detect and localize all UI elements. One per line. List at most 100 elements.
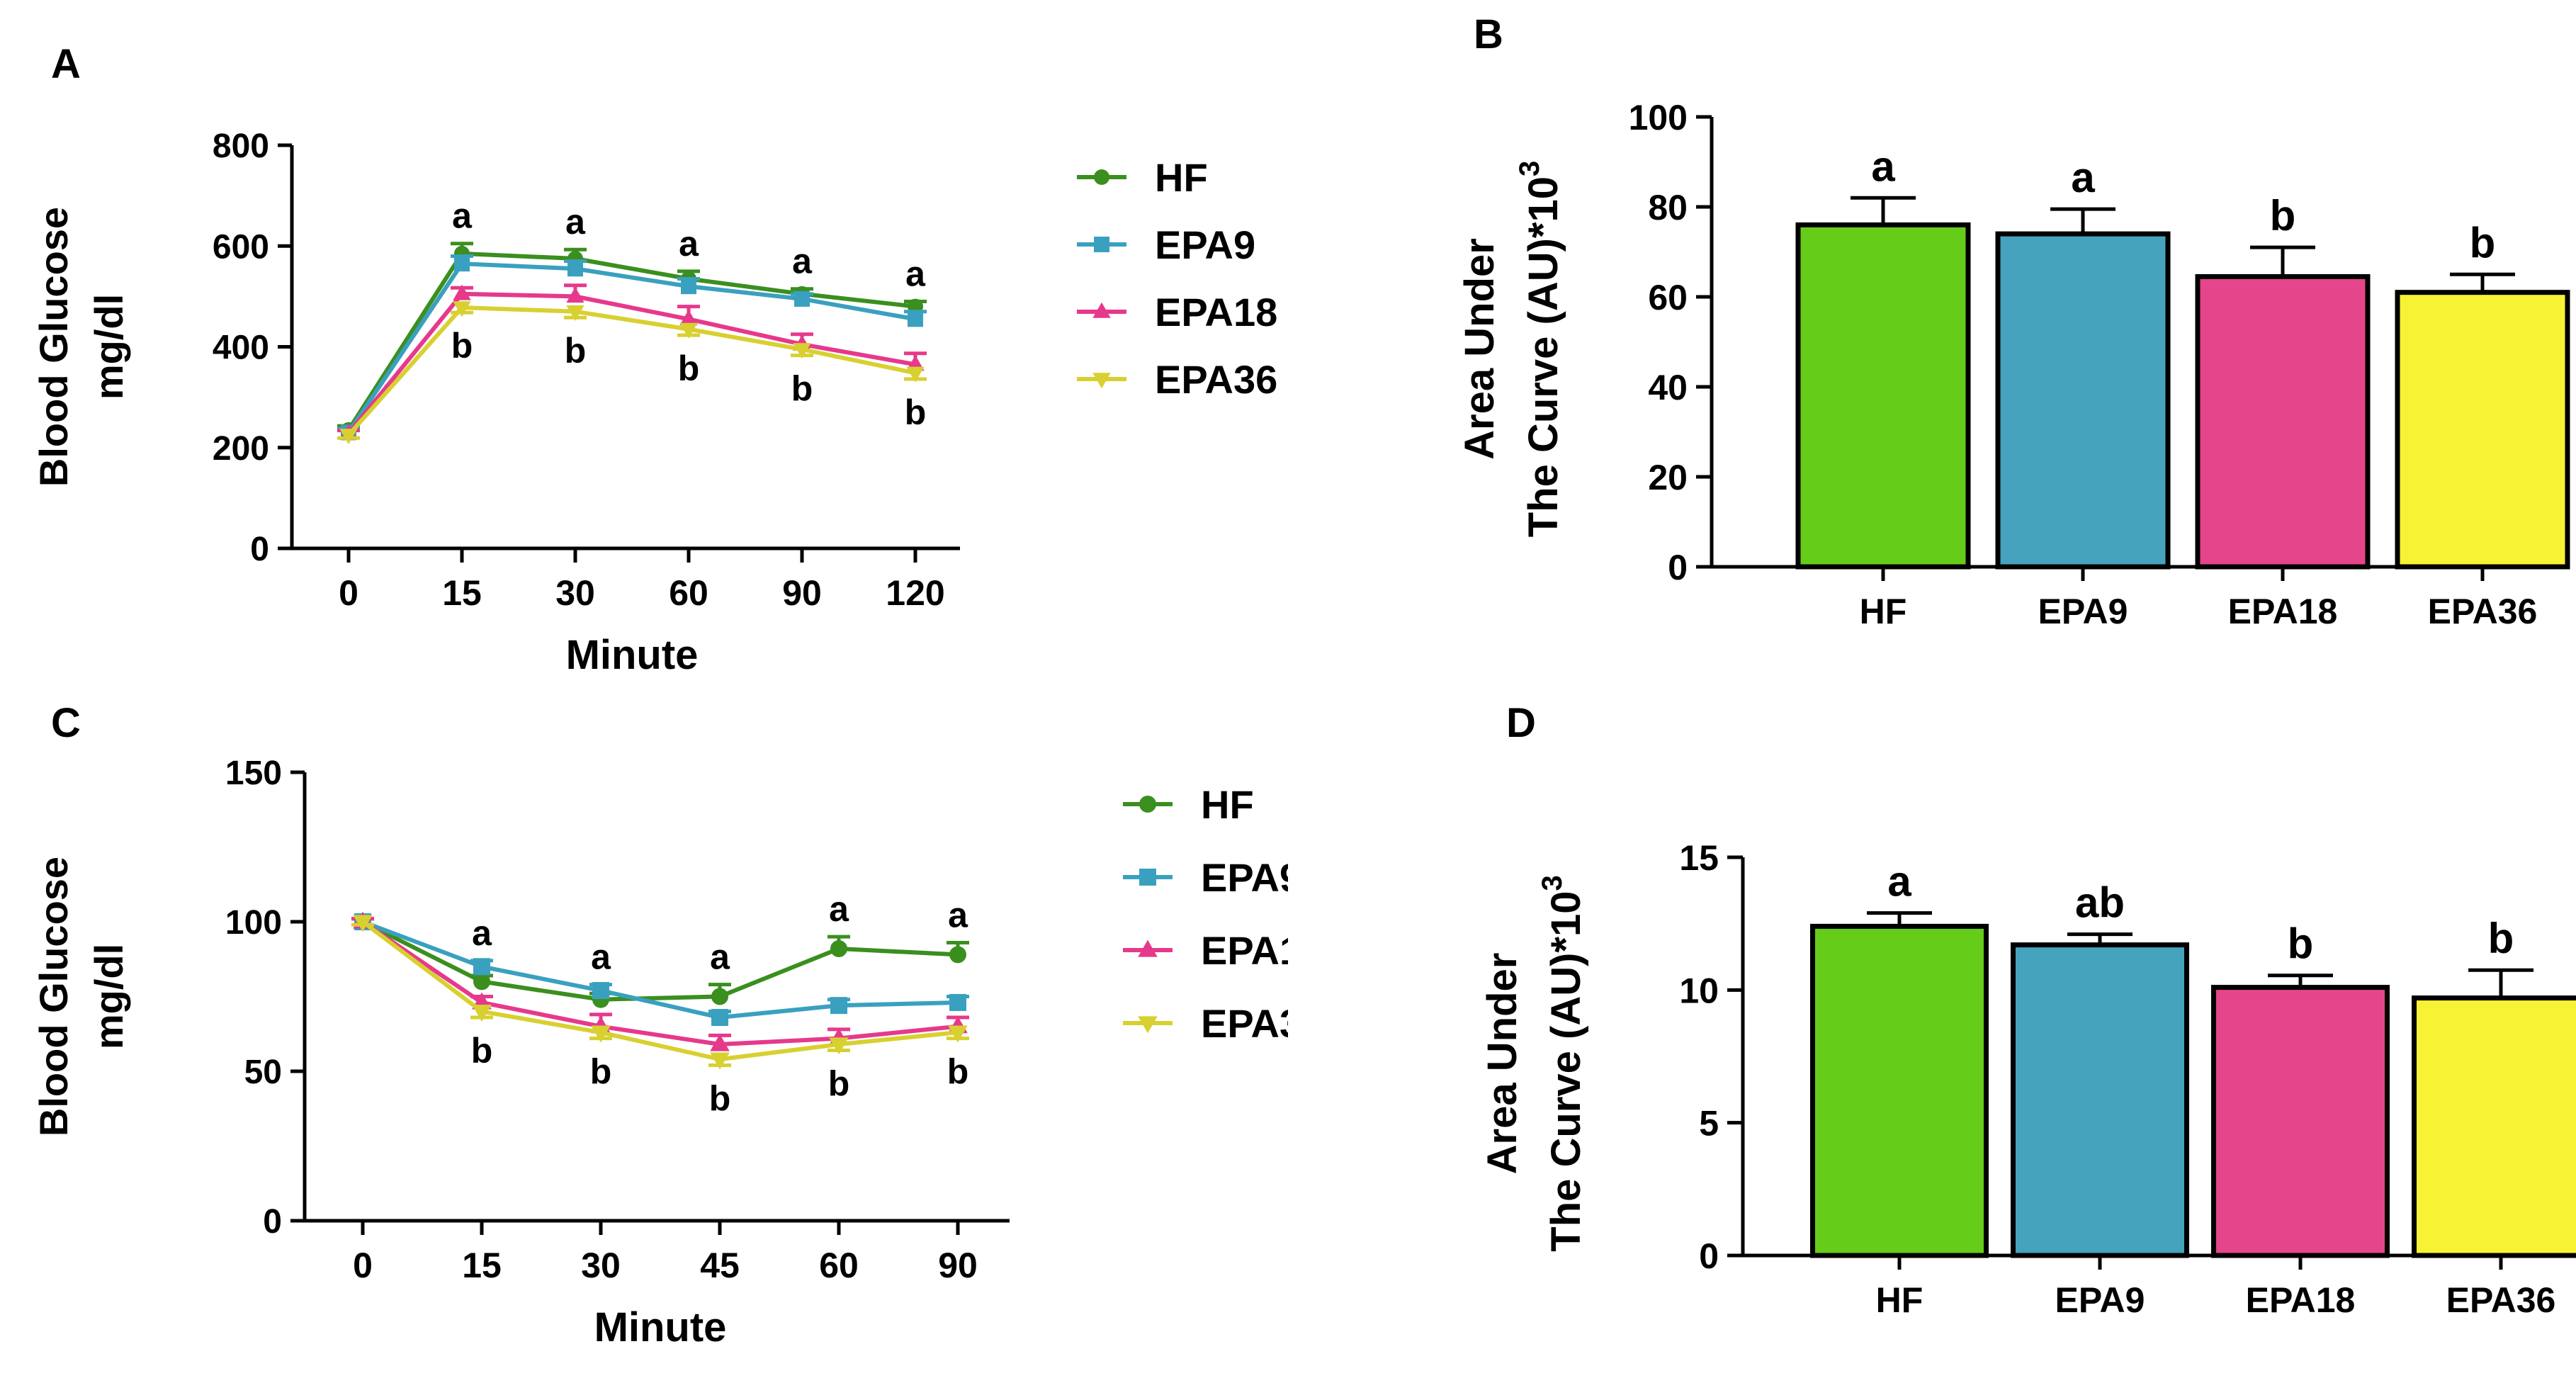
series-line bbox=[361, 920, 959, 1020]
significance-label: a bbox=[829, 889, 849, 929]
y-axis-title-line: The Curve (AU)*10 bbox=[1543, 891, 1589, 1252]
bar-chart: 0 5 10 15 HF a EPA9 ab EPA18 b EPA36 b Area Under The… bbox=[1479, 838, 2576, 1320]
legend-label: HF bbox=[1155, 155, 1208, 200]
data-point bbox=[948, 1025, 968, 1043]
series-line bbox=[361, 920, 959, 1062]
bar bbox=[2412, 995, 2576, 1258]
significance-label: a bbox=[1871, 142, 1895, 190]
x-tick-label: 15 bbox=[462, 1246, 502, 1285]
bar bbox=[2011, 942, 2189, 1258]
significance-label: b bbox=[2488, 915, 2514, 962]
y-tick-label: 5 bbox=[1699, 1104, 1719, 1144]
data-point bbox=[710, 1034, 730, 1051]
panel-letter: C bbox=[51, 700, 81, 746]
y-tick-label: 80 bbox=[1648, 188, 1688, 227]
panel-c: C 0 50 100 150 0 15 30 45 60 90 Minute Blood Glucos… bbox=[0, 673, 1288, 1383]
significance-label: b bbox=[451, 326, 473, 366]
significance-label: b bbox=[565, 331, 587, 371]
series-line bbox=[346, 251, 916, 431]
series-epa36 bbox=[337, 301, 927, 445]
x-axis-title: Minute bbox=[594, 1304, 727, 1350]
legend-label: HF bbox=[1201, 782, 1254, 827]
data-point bbox=[710, 1052, 730, 1070]
significance-label: b bbox=[2288, 920, 2314, 968]
x-tick-label: EPA18 bbox=[2246, 1280, 2356, 1320]
y-tick-label: 100 bbox=[1629, 98, 1688, 137]
significance-label: a bbox=[452, 196, 473, 236]
series-hf bbox=[351, 913, 969, 1008]
panel-d: D 0 5 10 15 HF a EPA9 ab EPA18 b EPA36 b Area Under T… bbox=[1288, 673, 2576, 1383]
legend-marker bbox=[1092, 302, 1111, 318]
y-tick-label: 200 bbox=[213, 430, 269, 468]
significance-label: a bbox=[472, 913, 492, 953]
significance-label: a bbox=[679, 224, 699, 264]
data-point bbox=[353, 915, 373, 932]
data-point bbox=[591, 1025, 611, 1043]
panel-letter: D bbox=[1506, 700, 1536, 746]
significance-label: b bbox=[905, 393, 927, 432]
x-tick-label: 45 bbox=[700, 1246, 740, 1285]
x-tick-label: 60 bbox=[669, 573, 708, 613]
x-tick-label: EPA18 bbox=[2228, 592, 2338, 631]
x-tick-label: 60 bbox=[819, 1246, 859, 1285]
y-tick-label: 100 bbox=[225, 904, 282, 942]
bar bbox=[2395, 290, 2570, 570]
panel-a: A 0 200 400 600 800 0 15 30 60 90 120 Minute Blood G… bbox=[0, 0, 1288, 673]
data-point bbox=[453, 301, 471, 317]
data-point bbox=[908, 311, 923, 327]
y-tick-label: 0 bbox=[1668, 548, 1688, 587]
series-epa9 bbox=[351, 913, 969, 1027]
y-tick-label: 20 bbox=[1648, 458, 1688, 497]
panel-b: B 0 20 40 60 80 100 HF a EPA9 a EPA18 b EPA36 b Area U… bbox=[1288, 0, 2576, 673]
significance-label: b bbox=[590, 1052, 612, 1092]
series-line bbox=[361, 920, 959, 1002]
series-epa36 bbox=[351, 915, 969, 1070]
data-point bbox=[679, 310, 698, 326]
y-tick-label: 0 bbox=[250, 531, 269, 568]
data-point bbox=[454, 256, 470, 272]
y-tick-label: 50 bbox=[244, 1054, 282, 1091]
y-axis-title-superscript: 3 bbox=[1514, 161, 1545, 176]
x-tick-label: 30 bbox=[581, 1246, 621, 1285]
significance-label: a bbox=[1887, 858, 1911, 905]
legend-item: EPA18 bbox=[1123, 928, 1288, 973]
series-line bbox=[346, 261, 916, 434]
significance-label: b bbox=[471, 1031, 493, 1071]
data-point bbox=[453, 284, 471, 300]
y-axis-title-superscript: 3 bbox=[1537, 875, 1568, 891]
x-tick-label: 0 bbox=[339, 573, 358, 613]
x-tick-label: 90 bbox=[938, 1246, 978, 1285]
bar bbox=[2195, 273, 2371, 570]
data-point bbox=[473, 973, 490, 990]
data-point bbox=[830, 939, 847, 957]
x-tick-label: EPA9 bbox=[2038, 592, 2128, 631]
y-axis-title: Area Under The Curve (AU)*103 bbox=[1479, 875, 1589, 1251]
y-axis-title-line: Area Under bbox=[1457, 238, 1503, 460]
legend-item: EPA36 bbox=[1123, 1001, 1288, 1046]
significance-label: b bbox=[2270, 192, 2296, 239]
legend-label: EPA18 bbox=[1201, 928, 1288, 973]
legend-item: EPA18 bbox=[1077, 290, 1277, 334]
x-tick-label: 0 bbox=[353, 1246, 373, 1285]
significance-label: b bbox=[678, 349, 700, 388]
data-point bbox=[949, 993, 966, 1011]
chart-c-svg: C 0 50 100 150 0 15 30 45 60 90 Minute Blood Glucos… bbox=[31, 700, 1288, 1350]
panel-letter: A bbox=[51, 41, 81, 87]
data-point bbox=[679, 322, 698, 339]
series-line bbox=[361, 920, 959, 1047]
y-axis-title-line: Blood Glucose bbox=[31, 207, 76, 487]
legend-label: EPA36 bbox=[1201, 1001, 1288, 1046]
x-tick-label: EPA36 bbox=[2428, 592, 2538, 631]
data-point bbox=[949, 946, 966, 964]
significance-label: b bbox=[2470, 219, 2496, 266]
significance-label: a bbox=[565, 202, 586, 242]
legend-item: EPA9 bbox=[1123, 855, 1288, 900]
y-tick-label: 10 bbox=[1679, 971, 1719, 1010]
significance-label: a bbox=[591, 937, 611, 977]
bar-chart: 0 20 40 60 80 100 HF a EPA9 a EPA18 b EPA36 b Area Und… bbox=[1457, 98, 2570, 631]
legend-item: EPA36 bbox=[1077, 357, 1277, 402]
significance-label: a bbox=[792, 242, 813, 281]
legend-marker bbox=[1092, 373, 1111, 389]
chart-b-svg: B 0 20 40 60 80 100 HF a EPA9 a EPA18 b EPA36 b Area U… bbox=[1457, 11, 2570, 631]
panel-letter: B bbox=[1474, 11, 1503, 57]
